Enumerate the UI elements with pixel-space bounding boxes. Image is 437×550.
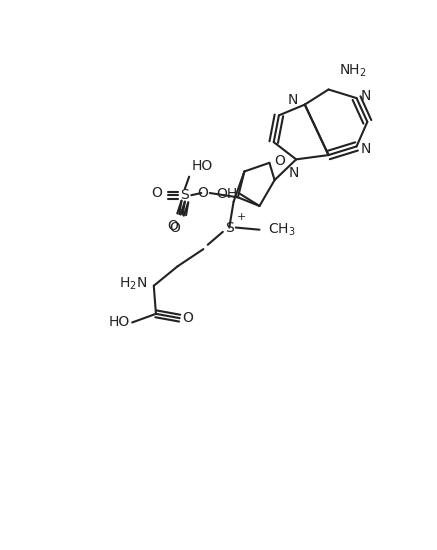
- Text: N: N: [361, 89, 371, 103]
- Text: OH: OH: [217, 187, 238, 201]
- Text: S: S: [180, 188, 189, 202]
- Text: O: O: [274, 153, 285, 168]
- Text: O: O: [151, 186, 162, 200]
- Text: O: O: [197, 186, 208, 200]
- Text: O: O: [170, 221, 180, 235]
- Text: S: S: [225, 221, 234, 234]
- Text: N: N: [289, 166, 299, 180]
- Text: HO: HO: [191, 159, 212, 173]
- Text: CH$_3$: CH$_3$: [268, 222, 296, 238]
- Text: O: O: [167, 219, 178, 233]
- Text: N: N: [361, 141, 371, 156]
- Text: +: +: [237, 212, 246, 222]
- Text: NH$_2$: NH$_2$: [339, 62, 367, 79]
- Text: HO: HO: [109, 316, 130, 329]
- Text: H$_2$N: H$_2$N: [119, 276, 147, 292]
- Text: O: O: [182, 311, 193, 325]
- Text: N: N: [288, 94, 298, 107]
